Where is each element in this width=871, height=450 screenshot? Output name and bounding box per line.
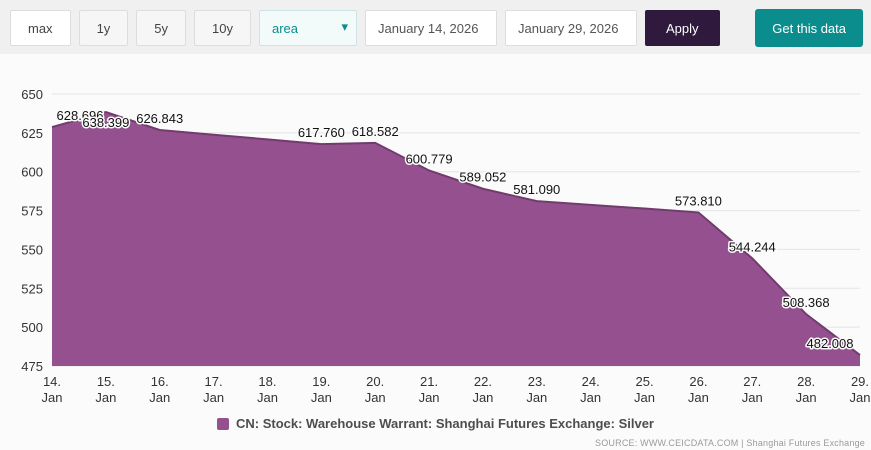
y-tick-label: 575 xyxy=(21,204,43,219)
legend-swatch xyxy=(216,417,229,430)
data-label: 482.008 xyxy=(807,336,854,351)
apply-button[interactable]: Apply xyxy=(645,10,720,46)
chart-type-select[interactable]: area xyxy=(259,10,357,46)
legend-label: CN: Stock: Warehouse Warrant: Shanghai F… xyxy=(235,416,654,431)
area-fill xyxy=(52,112,860,366)
x-tick-label: 19. Jan xyxy=(311,374,332,405)
y-tick-label: 500 xyxy=(21,320,43,335)
y-tick-label: 600 xyxy=(21,165,43,180)
x-tick-label: 24. Jan xyxy=(580,374,601,405)
y-tick-label: 475 xyxy=(21,359,43,374)
x-tick-label: 22. Jan xyxy=(472,374,493,405)
range-button-5y[interactable]: 5y xyxy=(136,10,187,46)
y-tick-label: 625 xyxy=(21,126,43,141)
data-label: 581.090 xyxy=(513,182,560,197)
data-label: 638.399 xyxy=(82,115,129,130)
x-tick-label: 14. Jan xyxy=(42,374,63,405)
chart-type-select-wrap: area ▾ xyxy=(259,10,357,46)
x-tick-label: 23. Jan xyxy=(526,374,547,405)
y-tick-label: 650 xyxy=(21,87,43,102)
x-tick-label: 26. Jan xyxy=(688,374,709,405)
x-tick-label: 17. Jan xyxy=(203,374,224,405)
range-button-10y[interactable]: 10y xyxy=(194,10,251,46)
x-tick-label: 16. Jan xyxy=(149,374,170,405)
range-button-max[interactable]: max xyxy=(10,10,71,46)
date-to-input[interactable] xyxy=(505,10,637,46)
y-tick-label: 525 xyxy=(21,281,43,296)
x-tick-label: 21. Jan xyxy=(419,374,440,405)
date-from-input[interactable] xyxy=(365,10,497,46)
x-tick-label: 18. Jan xyxy=(257,374,278,405)
x-tick-label: 25. Jan xyxy=(634,374,655,405)
get-data-button[interactable]: Get this data xyxy=(755,9,863,47)
range-button-1y[interactable]: 1y xyxy=(78,10,129,46)
y-tick-label: 550 xyxy=(21,242,43,257)
data-label: 573.810 xyxy=(675,193,722,208)
legend[interactable]: CN: Stock: Warehouse Warrant: Shanghai F… xyxy=(0,416,871,431)
data-label: 589.052 xyxy=(459,170,506,185)
source-note: SOURCE: WWW.CEICDATA.COM | Shanghai Futu… xyxy=(595,438,865,448)
data-label: 618.582 xyxy=(352,124,399,139)
area-chart: 475 500 525 550 575 600 625 650 14. Jan 628.696 15.… xyxy=(21,87,871,405)
data-label: 617.760 xyxy=(298,125,345,140)
x-tick-label: 29. Jan xyxy=(850,374,871,405)
data-label: 628.696 xyxy=(57,108,104,123)
data-label: 600.779 xyxy=(406,152,453,167)
series-line xyxy=(51,110,861,356)
x-tick-label: 15. Jan xyxy=(95,374,116,405)
data-label: 544.244 xyxy=(729,239,776,254)
x-tick-label: 27. Jan xyxy=(742,374,763,405)
data-label: 508.368 xyxy=(783,295,830,310)
chart-area: 475 500 525 550 575 600 625 650 14. Jan 628.696 15.… xyxy=(0,54,871,450)
x-tick-label: 28. Jan xyxy=(796,374,817,405)
data-label: 626.843 xyxy=(136,111,183,126)
x-tick-label: 20. Jan xyxy=(365,374,386,405)
toolbar: max 1y 5y 10y area ▾ Apply Get this data xyxy=(0,0,871,54)
